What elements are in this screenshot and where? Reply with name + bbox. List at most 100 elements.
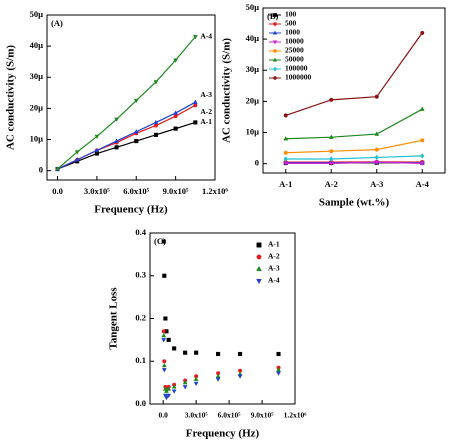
plot-frame: [46, 14, 216, 181]
marker: [162, 393, 168, 399]
marker: [273, 13, 277, 17]
y-tick-label: 40µ: [246, 33, 260, 43]
marker: [272, 40, 278, 45]
marker: [182, 385, 188, 390]
legend-label: 100: [285, 10, 297, 19]
marker: [374, 131, 380, 136]
marker: [276, 371, 281, 376]
marker: [420, 153, 425, 159]
series-label: A-4: [200, 32, 212, 41]
x-axis-title: Frequency (Hz): [94, 204, 168, 216]
x-tick-label: 6.0x10⁵: [123, 186, 149, 196]
marker: [256, 242, 262, 248]
x-tick-label: 0.0: [158, 411, 168, 420]
marker: [192, 99, 198, 104]
marker: [329, 149, 334, 154]
marker: [173, 126, 178, 131]
marker: [276, 351, 281, 357]
marker: [256, 254, 262, 260]
legend-label: A-4: [268, 276, 280, 285]
marker: [420, 138, 425, 143]
marker: [272, 57, 278, 62]
marker: [161, 329, 166, 334]
marker: [374, 160, 380, 165]
panel-label: (C): [154, 236, 166, 246]
y-tick-label: 0.3: [135, 270, 146, 280]
marker: [153, 132, 158, 137]
marker: [238, 351, 243, 357]
y-axis-title: Tangent Loss: [108, 287, 120, 350]
x-tick-label: 1.2x10⁶: [284, 411, 308, 420]
marker: [328, 161, 334, 167]
marker: [166, 386, 172, 391]
marker: [74, 150, 80, 155]
x-tick-label: 1.2x10⁶: [202, 186, 228, 196]
marker: [164, 388, 169, 393]
panel-label: (B): [267, 11, 279, 21]
legend-label: 1000: [285, 28, 300, 37]
series-line: [57, 101, 196, 170]
marker: [153, 119, 159, 125]
marker: [256, 278, 262, 285]
marker: [164, 395, 169, 401]
marker: [166, 337, 171, 342]
marker: [166, 393, 172, 399]
marker: [133, 98, 139, 104]
marker: [419, 106, 425, 111]
marker: [173, 110, 179, 115]
marker: [161, 239, 166, 244]
marker: [74, 157, 80, 162]
y-tick-label: 0.0: [135, 398, 146, 408]
y-tick-label: 40µ: [30, 40, 44, 50]
marker: [114, 145, 119, 150]
marker: [134, 139, 139, 144]
marker: [192, 35, 198, 40]
marker: [162, 273, 167, 278]
marker: [55, 167, 60, 172]
marker: [193, 120, 198, 125]
marker: [273, 66, 277, 72]
marker: [94, 147, 100, 153]
marker: [283, 150, 288, 155]
x-tick-label: A-4: [416, 179, 430, 189]
series-label: A-2: [200, 107, 212, 116]
y-tick-label: 0.2: [135, 312, 146, 322]
legend-label: 1000000: [285, 73, 312, 82]
legend-label: 100000: [285, 64, 308, 73]
legend-label: 50000: [285, 55, 304, 64]
marker: [193, 376, 199, 381]
marker: [216, 351, 221, 357]
x-tick-label: A-2: [325, 179, 338, 189]
y-tick-label: 50µ: [30, 9, 44, 19]
legend-label: A-3: [268, 264, 280, 273]
marker: [283, 161, 289, 167]
marker: [193, 381, 199, 387]
marker: [329, 97, 334, 102]
marker: [161, 332, 167, 338]
y-tick-label: 10µ: [246, 126, 260, 136]
marker: [420, 30, 425, 35]
marker: [374, 147, 379, 152]
x-tick-label: 6.0x10⁵: [218, 411, 242, 420]
marker: [161, 338, 167, 343]
marker: [328, 134, 334, 139]
marker: [419, 161, 425, 167]
marker: [171, 389, 177, 394]
marker: [194, 350, 199, 355]
y-tick-label: 0: [255, 158, 259, 168]
x-tick-label: 3.0x10⁵: [84, 186, 110, 196]
panel-label: (A): [51, 18, 63, 28]
marker: [161, 368, 167, 373]
marker: [173, 58, 179, 63]
y-tick-label: 20µ: [246, 95, 260, 105]
plot-frame: [262, 7, 446, 174]
x-axis-title: Frequency (Hz): [186, 428, 260, 440]
y-tick-label: 0.4: [135, 227, 146, 237]
y-tick-label: 10µ: [30, 133, 44, 143]
marker: [237, 374, 243, 379]
marker: [171, 384, 177, 389]
marker: [163, 316, 168, 321]
marker: [161, 362, 167, 368]
x-tick-label: A-3: [370, 179, 383, 189]
